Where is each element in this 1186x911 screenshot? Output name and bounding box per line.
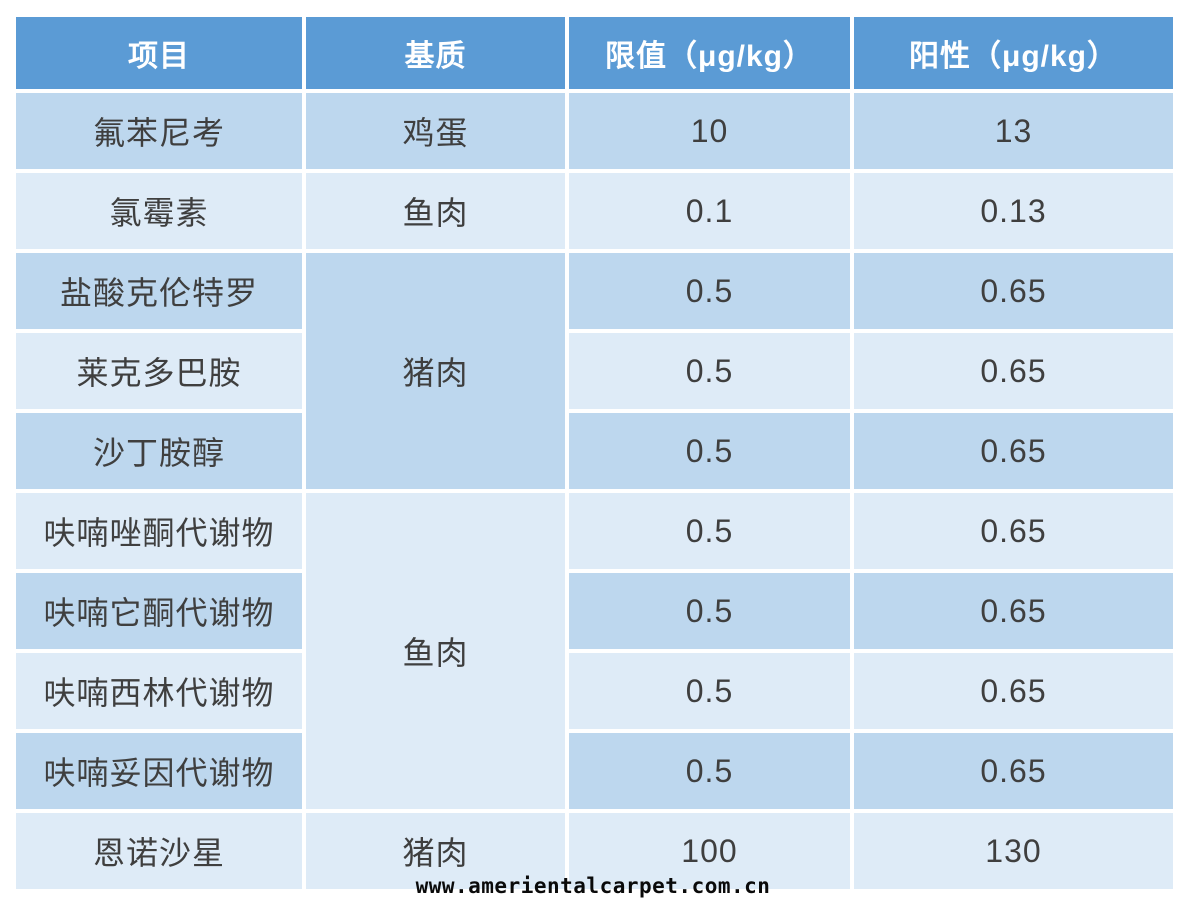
residue-limits-table: 项目 基质 限值（μg/kg） 阳性（μg/kg） 氟苯尼考 鸡蛋 10 13 … (12, 13, 1177, 893)
cell-matrix: 鸡蛋 (302, 89, 569, 173)
cell-item: 呋喃唑酮代谢物 (12, 489, 306, 573)
cell-limit: 0.5 (565, 569, 854, 653)
cell-limit: 0.5 (565, 729, 854, 813)
table-row: 呋喃唑酮代谢物 鱼肉 0.5 0.65 (12, 489, 1177, 813)
cell-positive: 0.65 (850, 329, 1177, 413)
table-row: 莱克多巴胺 0.5 0.65 (12, 329, 1177, 413)
cell-positive: 0.65 (850, 649, 1177, 733)
cell-matrix-merged-pork: 猪肉 (302, 249, 569, 493)
cell-limit: 100 (565, 809, 854, 893)
cell-positive: 0.65 (850, 409, 1177, 493)
cell-limit: 0.5 (565, 329, 854, 413)
cell-item: 呋喃西林代谢物 (12, 649, 306, 733)
column-header-item: 项目 (12, 13, 306, 93)
cell-item: 盐酸克伦特罗 (12, 249, 306, 333)
cell-positive: 0.65 (850, 729, 1177, 813)
column-header-positive: 阳性（μg/kg） (850, 13, 1177, 93)
cell-matrix: 鱼肉 (302, 169, 569, 253)
table-row: 氟苯尼考 鸡蛋 10 13 (12, 89, 1177, 173)
cell-limit: 0.1 (565, 169, 854, 253)
cell-positive: 0.65 (850, 489, 1177, 573)
cell-positive: 0.65 (850, 569, 1177, 653)
cell-positive: 0.13 (850, 169, 1177, 253)
cell-limit: 0.5 (565, 249, 854, 333)
cell-positive: 13 (850, 89, 1177, 173)
cell-limit: 10 (565, 89, 854, 173)
watermark-url: www.amerientalcarpet.com.cn (415, 874, 771, 898)
column-header-matrix: 基质 (302, 13, 569, 93)
table-row: 盐酸克伦特罗 猪肉 0.5 0.65 (12, 249, 1177, 493)
cell-item: 莱克多巴胺 (12, 329, 306, 413)
header-row: 项目 基质 限值（μg/kg） 阳性（μg/kg） (12, 13, 1177, 93)
cell-item: 恩诺沙星 (12, 809, 306, 893)
cell-limit: 0.5 (565, 649, 854, 733)
cell-item: 氯霉素 (12, 169, 306, 253)
cell-limit: 0.5 (565, 489, 854, 573)
cell-matrix-merged-fish: 鱼肉 (302, 489, 569, 813)
residue-limits-table-container: 项目 基质 限值（μg/kg） 阳性（μg/kg） 氟苯尼考 鸡蛋 10 13 … (12, 13, 1177, 893)
cell-item: 氟苯尼考 (12, 89, 306, 173)
cell-positive: 0.65 (850, 249, 1177, 333)
table-row: 呋喃妥因代谢物 0.5 0.65 (12, 729, 1177, 813)
table-row: 呋喃西林代谢物 0.5 0.65 (12, 649, 1177, 733)
cell-matrix: 猪肉 (302, 809, 569, 893)
table-row: 氯霉素 鱼肉 0.1 0.13 (12, 169, 1177, 253)
column-header-limit: 限值（μg/kg） (565, 13, 854, 93)
cell-item: 呋喃它酮代谢物 (12, 569, 306, 653)
cell-item: 呋喃妥因代谢物 (12, 729, 306, 813)
table-row: 沙丁胺醇 0.5 0.65 (12, 409, 1177, 493)
cell-limit: 0.5 (565, 409, 854, 493)
table-row: 呋喃它酮代谢物 0.5 0.65 (12, 569, 1177, 653)
cell-positive: 130 (850, 809, 1177, 893)
cell-item: 沙丁胺醇 (12, 409, 306, 493)
table-row: 恩诺沙星 猪肉 100 130 (12, 809, 1177, 893)
